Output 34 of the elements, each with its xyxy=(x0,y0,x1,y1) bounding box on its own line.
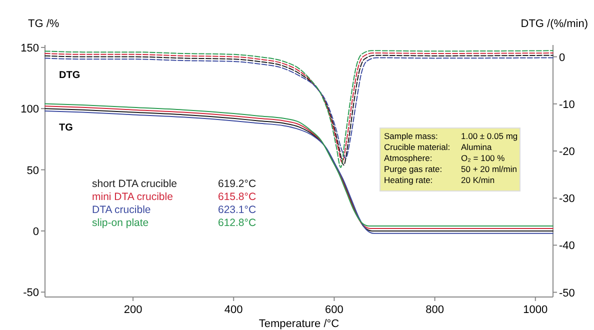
text: DTA crucible xyxy=(92,204,151,216)
y-tick-label: 150 xyxy=(20,42,39,54)
y2-tick-label: -10 xyxy=(559,98,575,111)
y-axis-title: TG /% xyxy=(28,18,60,30)
x-axis-title: Temperature /°C xyxy=(258,318,340,330)
text: Heating rate: 20 K/min xyxy=(384,175,495,185)
text: Crucible material: Alumina xyxy=(384,142,492,152)
text: mini DTA crucible xyxy=(92,191,174,203)
annotation: 623.1°C xyxy=(218,204,256,216)
text: short DTA crucible xyxy=(92,178,178,190)
x-tick-label: 600 xyxy=(325,304,344,316)
y-tick-label: 50 xyxy=(26,164,39,177)
y2-tick-label: -50 xyxy=(559,287,575,300)
y-tick-label: 0 xyxy=(32,226,39,238)
annotation: 619.2°C xyxy=(218,178,256,190)
y-tick-label: -50 xyxy=(23,287,39,300)
x-tick-label: 800 xyxy=(426,304,444,316)
x-tick-label: 400 xyxy=(224,304,243,316)
text: Sample mass: 1.00 ± 0.05 mg xyxy=(384,131,518,141)
y-tick-label: 100 xyxy=(20,104,39,116)
text: Atmosphere: O₂ = 100 % xyxy=(384,153,505,163)
y2-tick-label: -30 xyxy=(559,193,575,206)
y2-tick-label: -40 xyxy=(559,240,575,252)
y2-tick-label: -20 xyxy=(559,146,575,158)
x-tick-label: 1000 xyxy=(523,304,548,316)
text: Purge gas rate: 50 + 20 ml/min xyxy=(384,164,517,174)
annotation: 615.8°C xyxy=(218,191,256,203)
y2-axis-title: DTG /(%/min) xyxy=(520,18,588,30)
annotation: DTG xyxy=(59,70,80,81)
y2-tick-label: 0 xyxy=(559,52,566,64)
text: slip-on plate xyxy=(92,217,149,229)
annotation: 612.8°C xyxy=(218,217,256,229)
annotation: TG xyxy=(59,122,74,134)
x-tick-label: 200 xyxy=(124,304,142,316)
